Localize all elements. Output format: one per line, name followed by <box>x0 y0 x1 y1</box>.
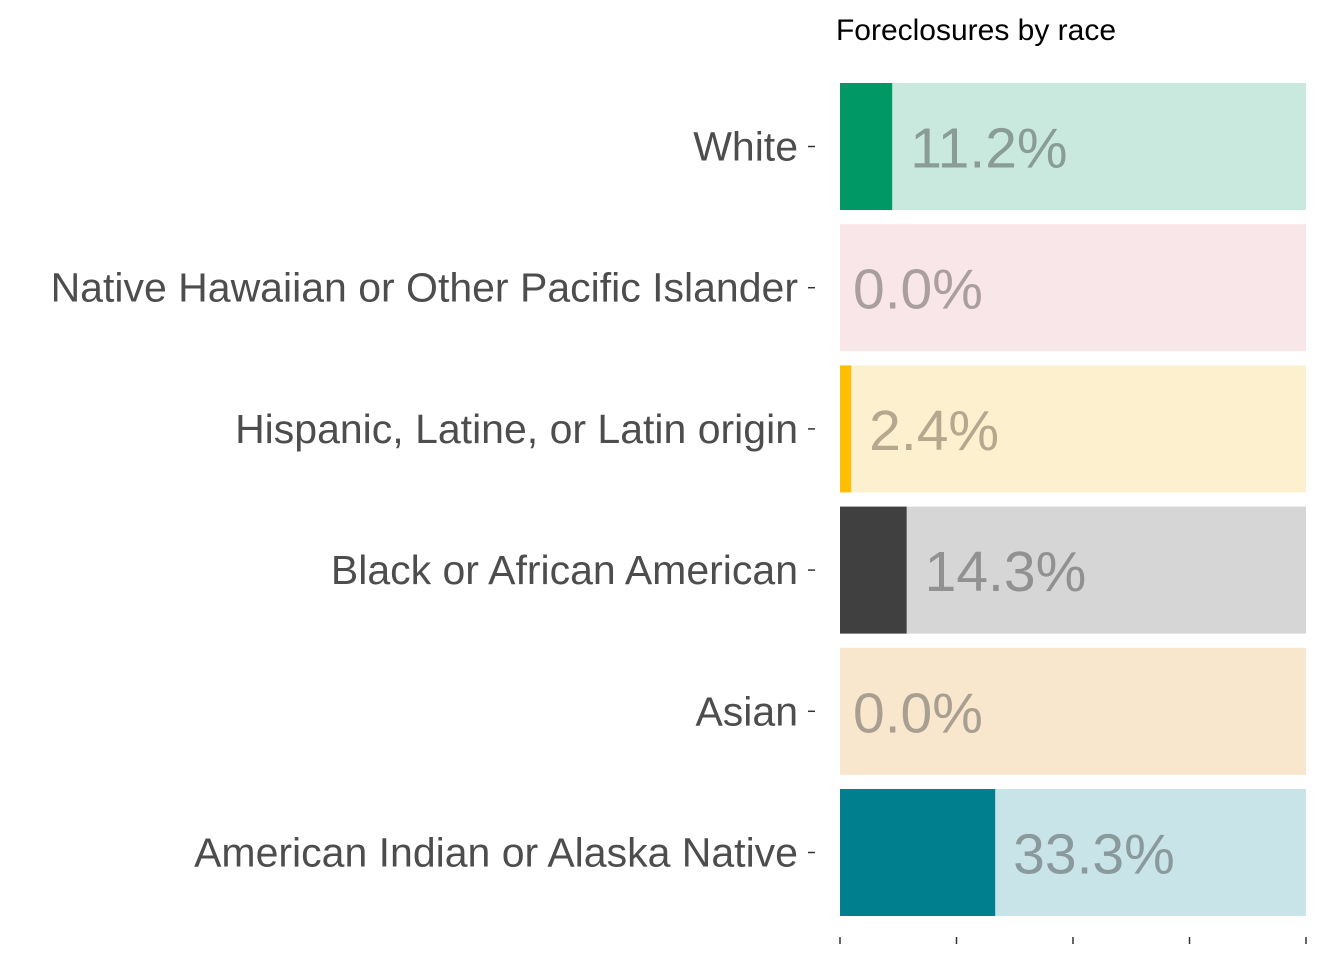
bar-background <box>840 647 1306 775</box>
category-label: White <box>693 124 798 170</box>
category-label: Hispanic, Latine, or Latin origin <box>235 406 798 452</box>
labels-layer: White 11.2% Native Hawaiian or Other Pacif… <box>51 117 1175 887</box>
bar <box>840 789 996 916</box>
data-label: 14.3% <box>925 540 1087 604</box>
category-label: Native Hawaiian or Other Pacific Islande… <box>51 265 798 311</box>
bar <box>840 365 852 493</box>
data-label: 2.4% <box>869 399 999 463</box>
bar-background <box>840 365 1306 493</box>
data-label: 33.3% <box>1013 823 1175 887</box>
bar-background <box>840 224 1306 352</box>
category-label: Asian <box>695 688 798 734</box>
bar <box>840 83 893 210</box>
category-label: Black or African American <box>331 547 798 593</box>
chart-title: Foreclosures by race <box>836 14 1116 47</box>
data-label: 11.2% <box>910 117 1067 181</box>
data-label: 0.0% <box>853 258 983 322</box>
data-label: 0.0% <box>853 681 983 745</box>
category-label: American Indian or Alaska Native <box>194 830 798 876</box>
bar-background <box>840 506 1306 634</box>
bar-background <box>840 83 1306 210</box>
bar <box>840 506 907 634</box>
x-axis <box>808 145 1307 944</box>
bars-layer <box>840 83 1306 916</box>
